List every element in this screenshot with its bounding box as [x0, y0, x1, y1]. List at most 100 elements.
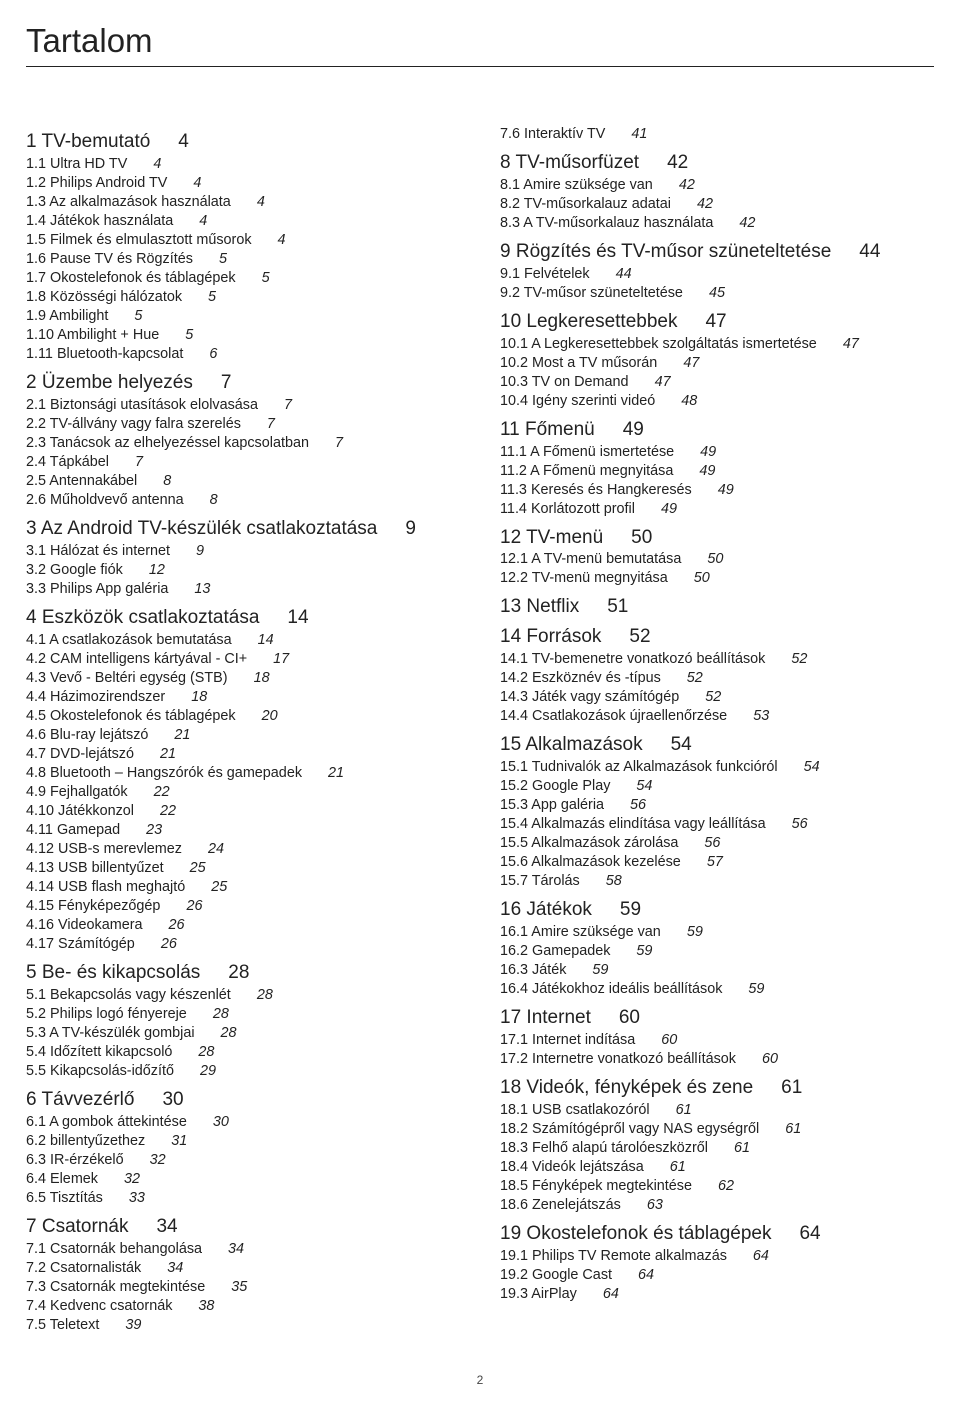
toc-entry[interactable]: 6.5 Tisztítás33	[26, 1189, 460, 1208]
toc-entry[interactable]: 11.1 A Főmenü ismertetése49	[500, 443, 934, 462]
toc-entry[interactable]: 5.2 Philips logó fényereje28	[26, 1005, 460, 1024]
toc-entry[interactable]: 1.1 Ultra HD TV4	[26, 155, 460, 174]
toc-entry[interactable]: 1.10 Ambilight + Hue5	[26, 326, 460, 345]
toc-entry[interactable]: 6.3 IR-érzékelő32	[26, 1151, 460, 1170]
toc-entry[interactable]: 14.3 Játék vagy számítógép52	[500, 688, 934, 707]
toc-entry[interactable]: 19.1 Philips TV Remote alkalmazás64	[500, 1247, 934, 1266]
toc-entry[interactable]: 4.10 Játékkonzol22	[26, 802, 460, 821]
toc-entry[interactable]: 1.3 Az alkalmazások használata4	[26, 193, 460, 212]
toc-entry[interactable]: 2.2 TV-állvány vagy falra szerelés7	[26, 415, 460, 434]
toc-entry[interactable]: 16.4 Játékokhoz ideális beállítások59	[500, 980, 934, 999]
toc-entry[interactable]: 1.4 Játékok használata4	[26, 212, 460, 231]
toc-entry[interactable]: 11.3 Keresés és Hangkeresés49	[500, 481, 934, 500]
section-heading[interactable]: 17 Internet60	[500, 1007, 934, 1029]
toc-entry[interactable]: 15.3 App galéria56	[500, 796, 934, 815]
toc-entry[interactable]: 4.4 Házimozirendszer18	[26, 688, 460, 707]
toc-entry[interactable]: 3.1 Hálózat és internet9	[26, 542, 460, 561]
section-heading[interactable]: 8 TV-műsorfüzet42	[500, 152, 934, 174]
toc-entry[interactable]: 17.1 Internet indítása60	[500, 1031, 934, 1050]
toc-entry[interactable]: 5.5 Kikapcsolás-időzítő29	[26, 1062, 460, 1081]
toc-entry[interactable]: 15.1 Tudnivalók az Alkalmazások funkciór…	[500, 758, 934, 777]
toc-entry[interactable]: 7.5 Teletext39	[26, 1316, 460, 1335]
toc-entry[interactable]: 2.4 Tápkábel7	[26, 453, 460, 472]
toc-entry[interactable]: 1.8 Közösségi hálózatok5	[26, 288, 460, 307]
section-heading[interactable]: 1 TV-bemutató4	[26, 131, 460, 153]
toc-entry[interactable]: 10.3 TV on Demand47	[500, 373, 934, 392]
section-heading[interactable]: 15 Alkalmazások54	[500, 734, 934, 756]
toc-entry[interactable]: 4.1 A csatlakozások bemutatása14	[26, 631, 460, 650]
toc-entry[interactable]: 15.2 Google Play54	[500, 777, 934, 796]
toc-entry[interactable]: 18.1 USB csatlakozóról61	[500, 1101, 934, 1120]
toc-entry[interactable]: 7.6 Interaktív TV41	[500, 125, 934, 144]
section-heading[interactable]: 16 Játékok59	[500, 899, 934, 921]
toc-entry[interactable]: 4.8 Bluetooth – Hangszórók és gamepadek2…	[26, 764, 460, 783]
toc-entry[interactable]: 11.2 A Főmenü megnyitása49	[500, 462, 934, 481]
toc-entry[interactable]: 10.1 A Legkeresettebbek szolgáltatás ism…	[500, 335, 934, 354]
toc-entry[interactable]: 4.12 USB-s merevlemez24	[26, 840, 460, 859]
section-heading[interactable]: 2 Üzembe helyezés7	[26, 372, 460, 394]
toc-entry[interactable]: 9.1 Felvételek44	[500, 265, 934, 284]
toc-entry[interactable]: 18.6 Zenelejátszás63	[500, 1196, 934, 1215]
toc-entry[interactable]: 18.3 Felhő alapú tárolóeszközről61	[500, 1139, 934, 1158]
toc-entry[interactable]: 16.2 Gamepadek59	[500, 942, 934, 961]
toc-entry[interactable]: 4.2 CAM intelligens kártyával - CI+17	[26, 650, 460, 669]
toc-entry[interactable]: 19.3 AirPlay64	[500, 1285, 934, 1304]
toc-entry[interactable]: 2.6 Műholdvevő antenna8	[26, 491, 460, 510]
toc-entry[interactable]: 3.3 Philips App galéria13	[26, 580, 460, 599]
toc-entry[interactable]: 8.2 TV-műsorkalauz adatai42	[500, 195, 934, 214]
toc-entry[interactable]: 3.2 Google fiók12	[26, 561, 460, 580]
toc-entry[interactable]: 5.3 A TV-készülék gombjai28	[26, 1024, 460, 1043]
toc-entry[interactable]: 10.2 Most a TV műsorán47	[500, 354, 934, 373]
section-heading[interactable]: 3 Az Android TV-készülék csatlakoztatása…	[26, 518, 460, 540]
toc-entry[interactable]: 18.4 Videók lejátszása61	[500, 1158, 934, 1177]
toc-entry[interactable]: 7.4 Kedvenc csatornák38	[26, 1297, 460, 1316]
toc-entry[interactable]: 8.1 Amire szüksége van42	[500, 176, 934, 195]
toc-entry[interactable]: 6.4 Elemek32	[26, 1170, 460, 1189]
toc-entry[interactable]: 15.4 Alkalmazás elindítása vagy leállítá…	[500, 815, 934, 834]
section-heading[interactable]: 5 Be- és kikapcsolás28	[26, 962, 460, 984]
toc-entry[interactable]: 12.1 A TV-menü bemutatása50	[500, 550, 934, 569]
toc-entry[interactable]: 7.3 Csatornák megtekintése35	[26, 1278, 460, 1297]
toc-entry[interactable]: 4.15 Fényképezőgép26	[26, 897, 460, 916]
toc-entry[interactable]: 4.14 USB flash meghajtó25	[26, 878, 460, 897]
toc-entry[interactable]: 8.3 A TV-műsorkalauz használata42	[500, 214, 934, 233]
toc-entry[interactable]: 4.6 Blu-ray lejátszó21	[26, 726, 460, 745]
toc-entry[interactable]: 4.7 DVD-lejátszó21	[26, 745, 460, 764]
toc-entry[interactable]: 4.11 Gamepad23	[26, 821, 460, 840]
toc-entry[interactable]: 2.3 Tanácsok az elhelyezéssel kapcsolatb…	[26, 434, 460, 453]
toc-entry[interactable]: 4.5 Okostelefonok és táblagépek20	[26, 707, 460, 726]
toc-entry[interactable]: 18.5 Fényképek megtekintése62	[500, 1177, 934, 1196]
toc-entry[interactable]: 16.3 Játék59	[500, 961, 934, 980]
toc-entry[interactable]: 4.13 USB billentyűzet25	[26, 859, 460, 878]
section-heading[interactable]: 4 Eszközök csatlakoztatása14	[26, 607, 460, 629]
toc-entry[interactable]: 18.2 Számítógépről vagy NAS egységről61	[500, 1120, 934, 1139]
toc-entry[interactable]: 15.5 Alkalmazások zárolása56	[500, 834, 934, 853]
toc-entry[interactable]: 4.3 Vevő - Beltéri egység (STB)18	[26, 669, 460, 688]
section-heading[interactable]: 7 Csatornák34	[26, 1216, 460, 1238]
toc-entry[interactable]: 12.2 TV-menü megnyitása50	[500, 569, 934, 588]
toc-entry[interactable]: 2.5 Antennakábel8	[26, 472, 460, 491]
toc-entry[interactable]: 9.2 TV-műsor szüneteltetése45	[500, 284, 934, 303]
toc-entry[interactable]: 7.1 Csatornák behangolása34	[26, 1240, 460, 1259]
toc-entry[interactable]: 1.6 Pause TV és Rögzítés5	[26, 250, 460, 269]
section-heading[interactable]: 10 Legkeresettebbek47	[500, 311, 934, 333]
toc-entry[interactable]: 7.2 Csatornalisták34	[26, 1259, 460, 1278]
toc-entry[interactable]: 2.1 Biztonsági utasítások elolvasása7	[26, 396, 460, 415]
section-heading[interactable]: 11 Főmenü49	[500, 419, 934, 441]
toc-entry[interactable]: 14.1 TV-bemenetre vonatkozó beállítások5…	[500, 650, 934, 669]
toc-entry[interactable]: 5.1 Bekapcsolás vagy készenlét28	[26, 986, 460, 1005]
section-heading[interactable]: 9 Rögzítés és TV-műsor szüneteltetése44	[500, 241, 934, 263]
section-heading[interactable]: 12 TV-menü50	[500, 527, 934, 549]
section-heading[interactable]: 13 Netflix51	[500, 596, 934, 618]
toc-entry[interactable]: 4.9 Fejhallgatók22	[26, 783, 460, 802]
toc-entry[interactable]: 19.2 Google Cast64	[500, 1266, 934, 1285]
toc-entry[interactable]: 1.7 Okostelefonok és táblagépek5	[26, 269, 460, 288]
toc-entry[interactable]: 15.6 Alkalmazások kezelése57	[500, 853, 934, 872]
toc-entry[interactable]: 1.5 Filmek és elmulasztott műsorok4	[26, 231, 460, 250]
toc-entry[interactable]: 15.7 Tárolás58	[500, 872, 934, 891]
toc-entry[interactable]: 17.2 Internetre vonatkozó beállítások60	[500, 1050, 934, 1069]
toc-entry[interactable]: 4.17 Számítógép26	[26, 935, 460, 954]
section-heading[interactable]: 19 Okostelefonok és táblagépek64	[500, 1223, 934, 1245]
toc-entry[interactable]: 1.2 Philips Android TV4	[26, 174, 460, 193]
toc-entry[interactable]: 4.16 Videokamera26	[26, 916, 460, 935]
